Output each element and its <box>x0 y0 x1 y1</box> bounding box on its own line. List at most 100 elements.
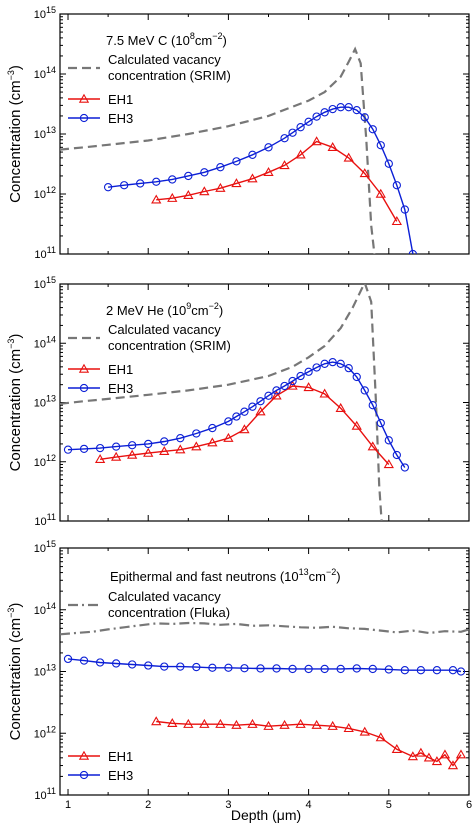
eh1-point <box>215 182 226 192</box>
eh3-point <box>296 371 305 381</box>
y-tick-exponent: 12 <box>46 724 56 734</box>
plot-area <box>60 284 409 521</box>
y-tick-label: 1015 <box>34 275 56 291</box>
plot-area <box>60 621 469 770</box>
x-tick-label: 1 <box>65 799 71 811</box>
y-tick-exponent: 11 <box>47 786 56 796</box>
eh1-point <box>247 718 258 728</box>
eh3-point <box>176 662 185 671</box>
eh3-point <box>128 660 137 669</box>
y-tick-exponent: 14 <box>46 334 56 344</box>
eh3-point <box>296 123 305 132</box>
y-axis-label: Concentration (cm−3) <box>6 65 24 203</box>
y-axis-label-text: Concentration (cm <box>7 80 24 203</box>
eh3-point <box>184 171 193 181</box>
y-axis-label-exponent: −3 <box>6 608 16 618</box>
eh3-point <box>416 666 426 675</box>
eh1-point <box>151 194 162 204</box>
panel-title: Epithermal and fast neutrons (1013cm−2) <box>110 567 341 584</box>
eh3-point <box>240 664 249 673</box>
eh3-point <box>144 439 153 449</box>
eh3-point <box>248 402 257 411</box>
eh1-point <box>367 441 378 451</box>
eh3-point <box>384 436 393 445</box>
panel-title-unit-exponent: −2 <box>209 301 219 311</box>
eh3-point <box>352 105 361 115</box>
y-tick-exponent: 14 <box>46 601 56 611</box>
y-tick-exponent: 14 <box>46 65 56 75</box>
y-tick-mantissa: 10 <box>34 129 46 141</box>
legend-eh3-label: EH3 <box>108 111 133 126</box>
eh1-point <box>167 192 178 202</box>
eh3-point <box>264 143 273 152</box>
y-axis-label-exponent: −3 <box>6 339 16 349</box>
y-tick-mantissa: 10 <box>34 69 46 81</box>
eh3-point <box>448 666 458 675</box>
eh1-point <box>127 449 138 459</box>
eh1-point <box>143 447 154 457</box>
eh1-point <box>407 751 419 761</box>
eh3-point <box>352 664 361 673</box>
eh1-point <box>319 388 330 398</box>
eh1-point <box>343 152 354 162</box>
y-tick-mantissa: 10 <box>34 543 46 555</box>
eh3-point <box>288 376 297 386</box>
y-tick-label: 1012 <box>34 453 56 469</box>
vacancy-line <box>60 621 469 636</box>
eh3-point <box>400 463 409 472</box>
eh1-point <box>311 719 322 729</box>
y-axis-label-close: ) <box>7 334 24 339</box>
eh3-point <box>320 108 329 117</box>
eh3-point <box>111 442 121 451</box>
eh3-point <box>344 363 353 373</box>
eh1-point <box>110 451 122 461</box>
y-axis-label: Concentration (cm−3) <box>6 334 24 472</box>
eh3-point <box>160 662 169 671</box>
eh3-point <box>224 663 233 672</box>
x-axis-label: Depth (μm) <box>231 807 301 823</box>
x-tick-label: 5 <box>386 799 392 811</box>
eh3-point <box>63 654 73 664</box>
y-tick-exponent: 11 <box>47 512 56 522</box>
eh3-point <box>456 667 466 676</box>
y-tick-label: 1014 <box>34 334 56 350</box>
eh3-point <box>392 450 401 460</box>
panel-title-unit-exponent: −2 <box>212 31 222 41</box>
panel-title-main: 2 MeV He (10 <box>106 303 186 318</box>
legend-vacancy-label-line1: Calculated vacancy <box>108 322 221 337</box>
eh3-point <box>144 661 153 670</box>
eh1-point <box>231 178 242 188</box>
eh3-point <box>208 663 217 672</box>
eh1-point <box>255 406 266 416</box>
eh1-point <box>287 380 298 390</box>
eh3-line <box>67 658 462 673</box>
eh3-point <box>264 391 273 400</box>
panel-title-unit: cm <box>309 569 326 584</box>
eh1-point <box>375 188 386 198</box>
eh3-point <box>368 401 377 410</box>
y-axis-label-close: ) <box>7 603 24 608</box>
legend-eh1-marker <box>78 93 90 103</box>
y-tick-mantissa: 10 <box>34 605 46 617</box>
eh3-point <box>336 664 345 674</box>
x-tick-label: 6 <box>466 799 472 811</box>
y-tick-mantissa: 10 <box>34 516 46 528</box>
y-tick-label: 1011 <box>34 245 56 261</box>
eh1-point <box>247 173 258 183</box>
y-tick-exponent: 15 <box>46 275 56 285</box>
eh1-point <box>423 752 435 762</box>
y-tick-exponent: 15 <box>46 5 56 15</box>
eh3-point <box>128 441 137 450</box>
eh1-point <box>215 718 226 728</box>
panel-title-main: Epithermal and fast neutrons (10 <box>110 569 299 584</box>
legend-eh1-label: EH1 <box>108 362 133 377</box>
legend-eh1-marker <box>78 363 90 373</box>
eh3-point <box>320 359 329 368</box>
eh1-point <box>199 718 210 728</box>
eh1-point <box>303 382 314 392</box>
eh3-point <box>360 113 369 122</box>
